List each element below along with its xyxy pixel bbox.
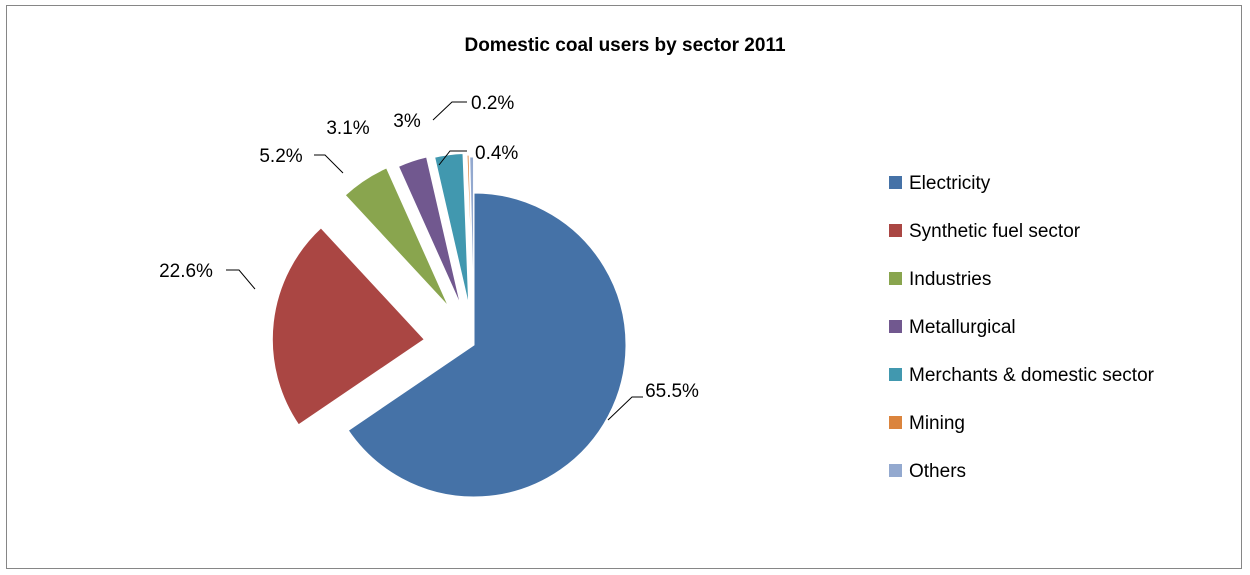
chart-title: Domestic coal users by sector 2011 xyxy=(464,35,785,56)
leader-line xyxy=(314,154,344,174)
legend-item: Industries xyxy=(889,269,991,290)
legend-swatch xyxy=(889,224,902,237)
legend-item: Merchants & domestic sector xyxy=(889,365,1155,386)
legend-swatch xyxy=(889,368,902,381)
pie-slice-metallurgical xyxy=(397,156,462,306)
legend-item: Metallurgical xyxy=(889,317,1016,338)
pie-slice-others xyxy=(469,156,475,310)
legend-label: Merchants & domestic sector xyxy=(909,365,1155,386)
legend: Electricity Synthetic fuel sector Industri… xyxy=(889,173,1155,482)
legend-label: Electricity xyxy=(909,173,991,194)
legend-swatch xyxy=(889,464,902,477)
leader-line xyxy=(438,150,467,166)
leader-line xyxy=(432,101,467,121)
legend-label: Metallurgical xyxy=(909,317,1016,338)
pie-slice-electricity xyxy=(347,192,627,498)
legend-label: Mining xyxy=(909,413,965,434)
data-label: 65.5% xyxy=(645,381,699,402)
data-label: 3.1% xyxy=(326,118,369,139)
pie-slice-merchants-domestic-sector xyxy=(434,152,470,306)
legend-item: Synthetic fuel sector xyxy=(889,221,1081,242)
data-label: 5.2% xyxy=(259,146,302,167)
pie-slice-synthetic-fuel-sector xyxy=(271,227,426,426)
pie-slice-industries xyxy=(344,167,450,307)
legend-swatch xyxy=(889,416,902,429)
legend-swatch xyxy=(889,176,902,189)
legend-item: Electricity xyxy=(889,173,991,194)
pie-slices xyxy=(271,152,627,498)
data-labels: 65.5% 22.6% 5.2% 3.1% 3% 0.2% 0.4% xyxy=(159,93,699,402)
data-label: 22.6% xyxy=(159,261,213,282)
pie-slice-mining xyxy=(466,154,474,308)
data-label: 0.2% xyxy=(471,93,514,114)
chart-area xyxy=(6,5,1242,569)
legend-swatch xyxy=(889,272,902,285)
leader-lines xyxy=(226,101,643,421)
leader-line xyxy=(226,269,256,290)
legend-item: Mining xyxy=(889,413,965,434)
legend-label: Industries xyxy=(909,269,991,290)
data-label: 3% xyxy=(393,111,421,132)
legend-swatch xyxy=(889,320,902,333)
data-label: 0.4% xyxy=(475,143,518,164)
legend-label: Others xyxy=(909,461,966,482)
leader-line xyxy=(607,396,643,421)
legend-label: Synthetic fuel sector xyxy=(909,221,1081,242)
legend-item: Others xyxy=(889,461,966,482)
